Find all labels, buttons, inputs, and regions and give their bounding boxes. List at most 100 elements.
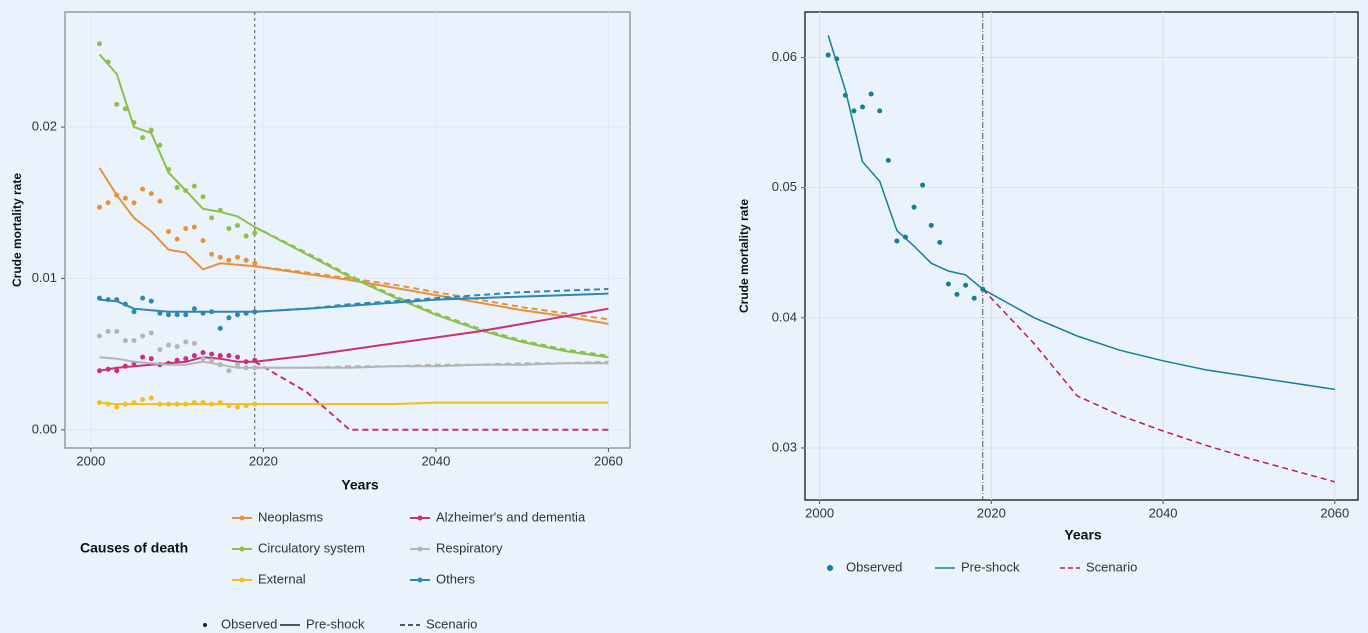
observed-point <box>166 229 172 235</box>
observed-point <box>911 204 917 210</box>
observed-point <box>157 401 163 407</box>
observed-point <box>243 310 249 316</box>
observed-point <box>183 188 189 194</box>
x-tick-label: 2020 <box>977 505 1006 520</box>
observed-point <box>842 92 848 98</box>
observed-point <box>209 251 215 257</box>
observed-point <box>200 310 206 316</box>
scenario-line <box>254 288 609 313</box>
observed-point <box>157 142 163 148</box>
observed-point <box>235 404 241 410</box>
y-axis-label: Crude mortality rate <box>737 199 751 313</box>
observed-point <box>140 397 146 403</box>
pre-shock-line <box>98 167 609 325</box>
pre-shock-line <box>98 53 609 359</box>
observed-point <box>920 182 926 188</box>
observed-point <box>209 357 215 363</box>
x-tick-label: 2000 <box>76 453 105 468</box>
observed-point <box>97 368 103 374</box>
observed-point <box>191 224 197 230</box>
observed-point <box>114 404 120 410</box>
observed-point <box>166 342 172 348</box>
x-tick-label: 2060 <box>594 453 623 468</box>
observed-point <box>226 368 232 374</box>
observed-point <box>200 356 206 362</box>
observed-point <box>200 194 206 200</box>
observed-point <box>148 330 154 336</box>
legend-key <box>417 577 423 583</box>
observed-point <box>209 401 215 407</box>
legend-title: Causes of death <box>80 540 188 556</box>
x-tick-label: 2000 <box>805 505 834 520</box>
observed-point <box>157 347 163 353</box>
legend-key <box>203 623 207 627</box>
observed-point <box>894 238 900 244</box>
observed-point <box>200 350 206 356</box>
legend-label: Pre-shock <box>306 616 365 631</box>
observed-point <box>114 368 120 374</box>
observed-point <box>226 353 232 359</box>
x-tick-label: 2040 <box>1149 505 1178 520</box>
observed-point <box>243 257 249 263</box>
scenario-line <box>254 265 609 321</box>
legend-label: Scenario <box>1086 559 1137 574</box>
observed-point <box>937 239 943 245</box>
observed-point <box>105 366 111 372</box>
observed-point <box>114 297 120 303</box>
observed-point <box>217 254 223 260</box>
observed-point <box>148 356 154 362</box>
scenario-line <box>254 401 609 406</box>
observed-point <box>851 108 857 114</box>
observed-point <box>191 183 197 189</box>
observed-point <box>226 257 232 263</box>
y-tick-label: 0.03 <box>772 439 797 454</box>
observed-point <box>105 297 111 303</box>
legend-key <box>239 546 245 552</box>
observed-point <box>868 91 874 97</box>
observed-point <box>122 195 128 201</box>
observed-point <box>183 225 189 231</box>
legend-label: External <box>258 571 306 586</box>
observed-point <box>140 135 146 141</box>
observed-point <box>131 120 137 126</box>
observed-point <box>166 312 172 318</box>
legend-label: Observed <box>846 559 902 574</box>
plot-area <box>804 11 1359 501</box>
observed-point <box>97 41 103 47</box>
legend-label: Respiratory <box>436 540 503 555</box>
y-tick-label: 0.00 <box>32 421 57 436</box>
x-axis-label: Years <box>1064 527 1102 543</box>
observed-point <box>148 298 154 304</box>
legend-label: Others <box>436 571 476 586</box>
y-axis-label: Crude mortality rate <box>10 173 24 287</box>
observed-point <box>157 310 163 316</box>
observed-point <box>834 56 840 62</box>
observed-point <box>217 325 223 331</box>
observed-point <box>140 186 146 192</box>
y-tick-label: 0.02 <box>32 118 57 133</box>
observed-point <box>174 185 180 191</box>
observed-point <box>252 365 258 371</box>
observed-point <box>235 362 241 368</box>
observed-point <box>235 254 241 260</box>
observed-point <box>963 282 969 288</box>
observed-point <box>105 328 111 334</box>
observed-point <box>980 286 986 292</box>
observed-point <box>243 359 249 365</box>
observed-point <box>131 400 137 406</box>
observed-point <box>114 101 120 107</box>
observed-point <box>191 400 197 406</box>
observed-point <box>885 157 891 163</box>
observed-point <box>140 333 146 339</box>
observed-point <box>174 401 180 407</box>
observed-point <box>825 52 831 58</box>
observed-point <box>226 315 232 321</box>
observed-point <box>105 59 111 65</box>
observed-point <box>217 400 223 406</box>
observed-point <box>191 306 197 312</box>
observed-point <box>209 309 215 315</box>
observed-point <box>166 401 172 407</box>
observed-point <box>902 234 908 240</box>
observed-point <box>243 365 249 371</box>
